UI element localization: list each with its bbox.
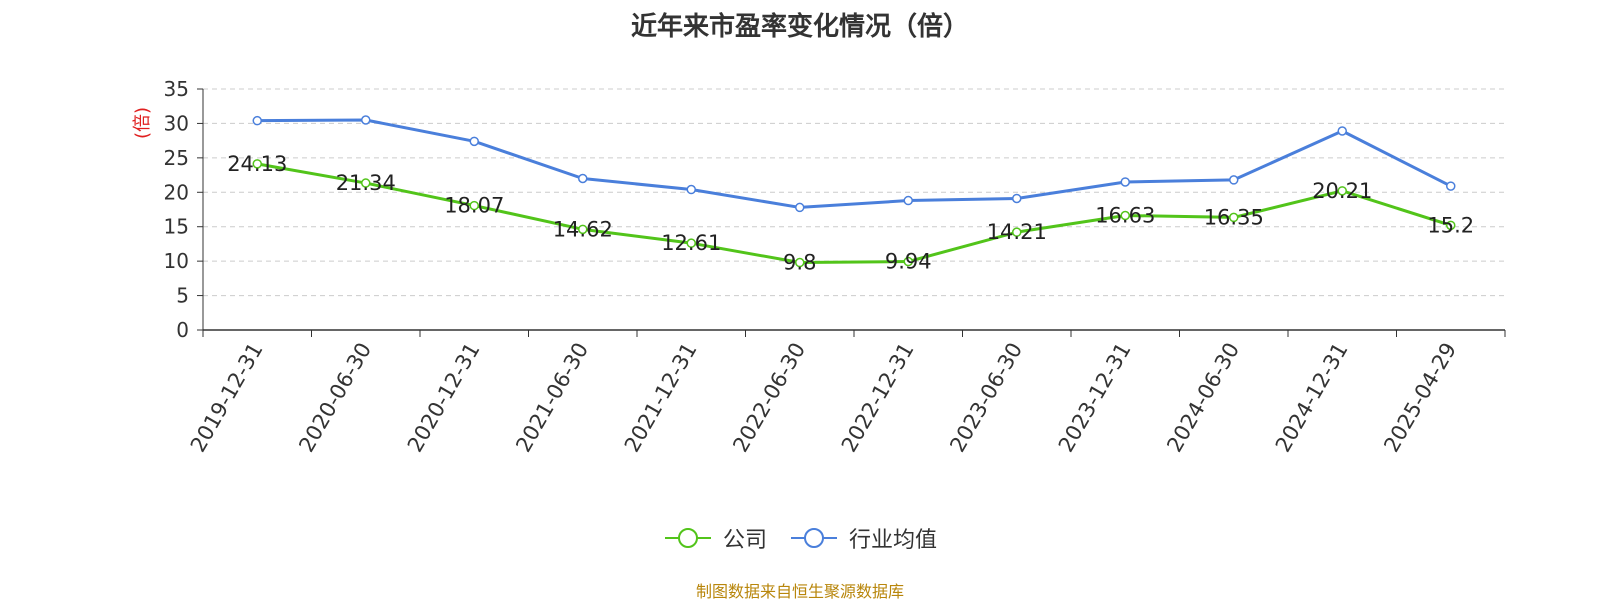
data-label-company: 14.62 [553,217,613,241]
legend-item-company[interactable]: 公司 [663,522,767,554]
series-line-industry [257,118,1452,209]
data-point-company [1337,186,1347,196]
x-tick-label: 2020-06-30 [294,339,376,457]
data-point-industry [795,202,805,213]
x-tick-label: 2022-06-30 [728,339,810,457]
y-tick-label: 5 [176,284,189,308]
data-labels: 24.13 21.34 18.07 14.62 12.61 9.8 9.94 14.21 16.… [227,152,1474,275]
y-tick-label: 30 [164,111,189,135]
data-label-company: 16.35 [1204,205,1264,229]
data-label-company: 9.8 [783,251,816,275]
data-label-company: 20.21 [1312,179,1372,203]
data-label-company: 24.13 [227,152,287,176]
data-point-company [1446,220,1456,231]
legend: 公司 行业均值 [0,522,1600,554]
data-point-industry [1012,193,1022,204]
data-point-company [469,200,479,211]
x-tick-label: 2024-06-30 [1162,339,1244,457]
data-point-company [686,238,696,248]
chart-title: 近年来市盈率变化情况（倍） [630,12,969,42]
x-tick-label: 2021-06-30 [511,339,593,457]
data-point-company [578,224,588,235]
legend-marker-industry [791,528,837,548]
series-layer [252,115,1456,268]
data-label-company: 18.07 [444,194,504,218]
data-point-company [361,178,371,188]
data-point-company [903,256,913,267]
x-tick-label: 2020-12-31 [403,339,485,457]
series-line-company [256,162,1452,265]
legend-marker-company [664,528,711,548]
data-label-company: 9.94 [885,250,932,274]
data-label-company: 21.34 [336,171,396,195]
x-tick-label: 2023-06-30 [945,339,1027,457]
x-tick-label: 2022-12-31 [837,339,919,457]
data-point-company [1120,210,1130,221]
data-label-company: 14.21 [987,220,1047,244]
data-point-industry [469,136,479,147]
y-tick-label: 10 [164,249,189,273]
x-tick-label: 2019-12-31 [186,339,268,457]
data-point-industry [686,184,696,195]
legend-label-company: 公司 [722,528,767,553]
legend-item-industry[interactable]: 行业均值 [789,522,937,554]
y-tick-label: 25 [164,146,189,170]
data-point-company [795,257,805,268]
y-tick-label: 20 [164,180,189,204]
x-tick-label: 2025-04-29 [1379,339,1461,457]
y-tick-label: 0 [176,318,189,342]
x-tick-label: 2023-12-31 [1054,339,1136,457]
data-point-industry [1120,177,1130,187]
data-point-industry [252,115,262,126]
data-label-company: 16.63 [1095,203,1155,227]
grid-lines [203,88,1505,297]
data-point-industry [361,115,371,125]
legend-label-industry: 行业均值 [849,528,938,553]
y-axis-label: (倍) [132,107,153,139]
data-point-industry [578,173,588,184]
x-tick-label: 2021-12-31 [620,339,702,457]
data-label-company: 12.61 [661,231,721,255]
axes: 0 5 10 15 20 25 30 35 (倍) 2019-12-31 2020-06-30 202… [132,77,1506,457]
data-point-industry [1229,175,1239,185]
data-point-company [252,159,262,169]
data-point-industry [1337,126,1347,136]
y-tick-label: 15 [164,215,189,239]
x-tick-label: 2024-12-31 [1271,339,1353,457]
data-point-company [1229,212,1239,223]
y-tick-label: 35 [164,77,189,101]
data-point-industry [1446,181,1456,191]
data-label-company: 15.2 [1427,213,1474,237]
data-point-industry [903,195,913,206]
source-note: 制图数据来自恒生聚源数据库 [695,582,904,601]
data-point-company [1012,227,1022,237]
